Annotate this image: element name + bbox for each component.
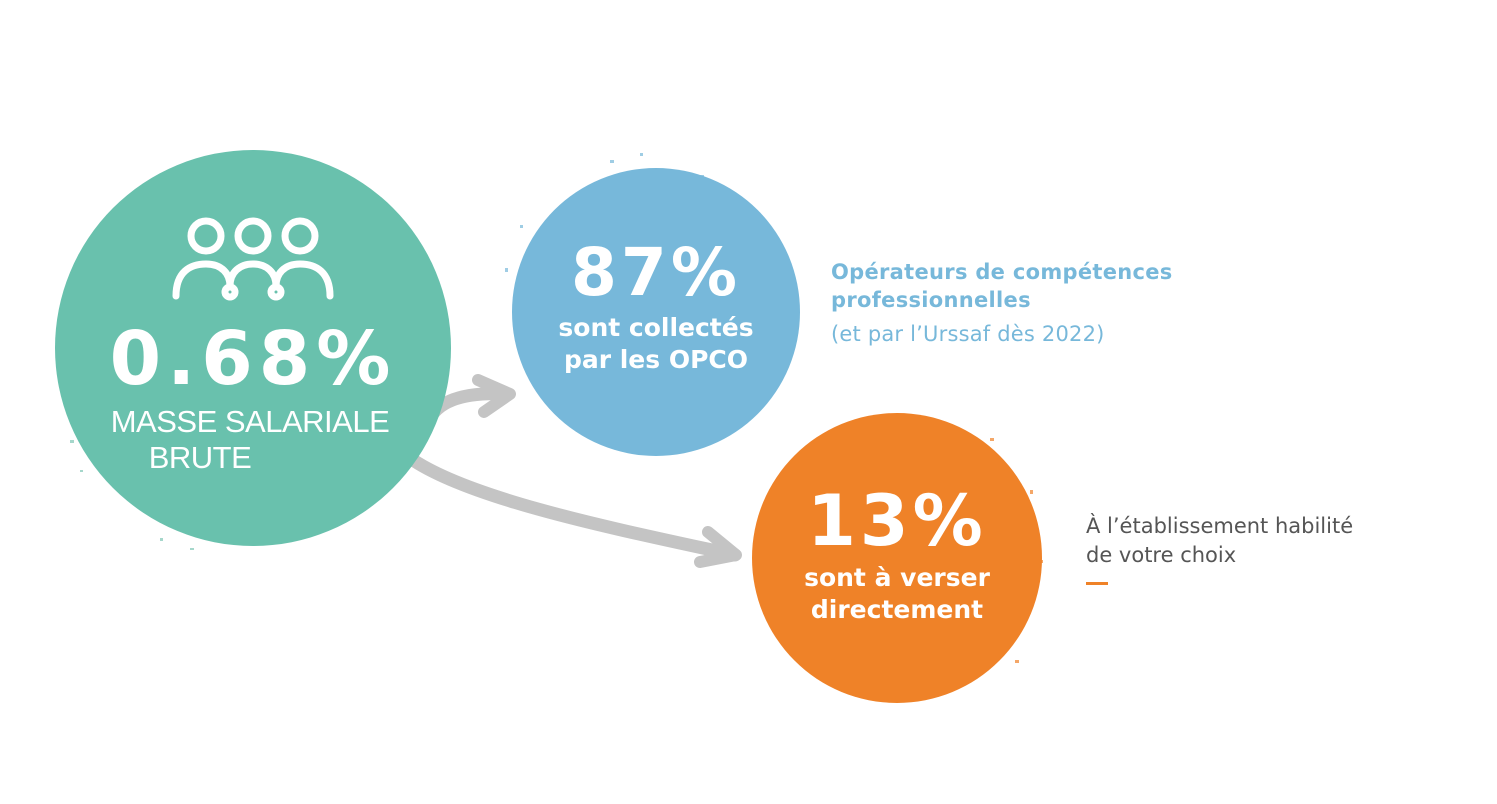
opco-description-line2: professionnelles — [831, 288, 1031, 312]
opco-circle: 87% sont collectés par les OPCO — [512, 168, 800, 456]
masse-salariale-label: MASSE SALARIALE BRUTE — [111, 404, 390, 476]
masse-salariale-percentage: 0.68% — [109, 316, 397, 402]
orange-dash-divider — [1086, 582, 1108, 585]
direct-description: À l’établissement habilité de votre choi… — [1086, 512, 1353, 585]
opco-caption-line2: par les OPCO — [563, 345, 749, 374]
people-group-icon — [172, 217, 334, 301]
arrowhead-direct — [694, 526, 742, 568]
arrowhead-opco — [472, 374, 516, 418]
direct-description-line1: À l’établissement habilité — [1086, 514, 1354, 538]
opco-note: (et par l’Urssaf dès 2022) — [831, 322, 1105, 346]
direct-description-line2: de votre choix — [1086, 543, 1237, 567]
direct-caption-line1: sont à verser — [804, 563, 990, 592]
direct-percentage: 13% — [807, 480, 987, 562]
arrow-to-direct — [403, 451, 742, 562]
masse-salariale-label-line2: BRUTE — [148, 440, 252, 475]
opco-percentage: 87% — [571, 234, 741, 311]
direct-caption-line2: directement — [810, 595, 984, 624]
masse-salariale-circle: 0.68% MASSE SALARIALE BRUTE — [55, 150, 451, 546]
opco-description: Opérateurs de compétences professionnell… — [831, 258, 1173, 348]
opco-description-line1: Opérateurs de compétences — [831, 260, 1173, 284]
opco-caption-line1: sont collectés — [558, 313, 754, 342]
direct-caption: sont à verser directement — [804, 562, 990, 626]
masse-salariale-label-line1: MASSE SALARIALE — [110, 404, 390, 439]
opco-caption: sont collectés par les OPCO — [558, 312, 753, 376]
brush-edge-accents — [70, 440, 194, 550]
direct-circle: 13% sont à verser directement — [752, 413, 1042, 703]
